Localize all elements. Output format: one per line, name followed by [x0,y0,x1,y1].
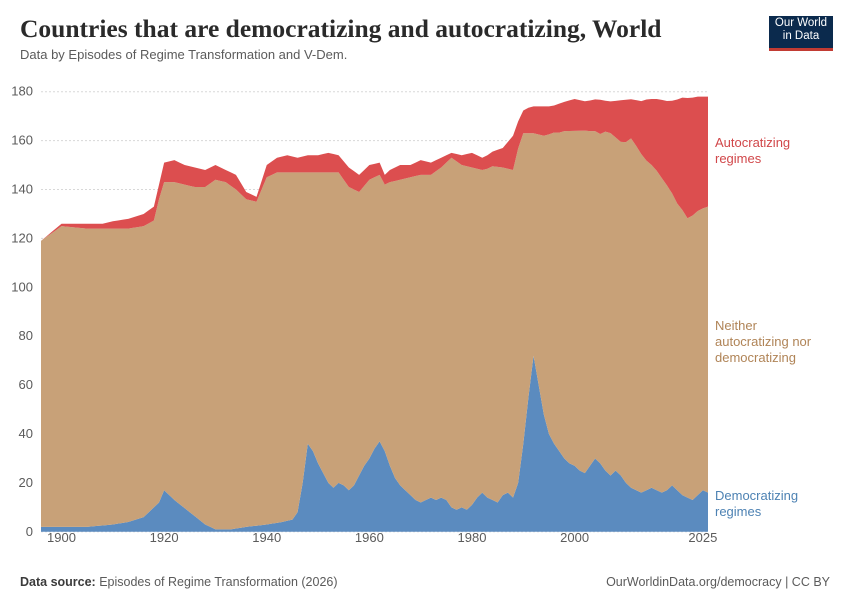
svg-text:Neither: Neither [715,318,758,333]
svg-text:1900: 1900 [47,530,76,545]
svg-text:40: 40 [19,426,33,441]
svg-text:democratizing: democratizing [715,350,796,365]
svg-text:2000: 2000 [560,530,589,545]
svg-text:Democratizing: Democratizing [715,488,798,503]
svg-text:2025: 2025 [688,530,717,545]
svg-text:100: 100 [11,279,33,294]
svg-text:Autocratizing: Autocratizing [715,135,790,150]
svg-text:1920: 1920 [150,530,179,545]
svg-text:1960: 1960 [355,530,384,545]
svg-text:120: 120 [11,230,33,245]
svg-text:regimes: regimes [715,504,762,519]
svg-text:autocratizing nor: autocratizing nor [715,334,812,349]
svg-text:160: 160 [11,133,33,148]
svg-text:140: 140 [11,182,33,197]
svg-text:1940: 1940 [252,530,281,545]
svg-text:0: 0 [26,524,33,539]
svg-text:1980: 1980 [458,530,487,545]
svg-text:20: 20 [19,475,33,490]
svg-text:180: 180 [11,84,33,99]
svg-text:60: 60 [19,377,33,392]
svg-text:regimes: regimes [715,151,762,166]
svg-text:80: 80 [19,328,33,343]
